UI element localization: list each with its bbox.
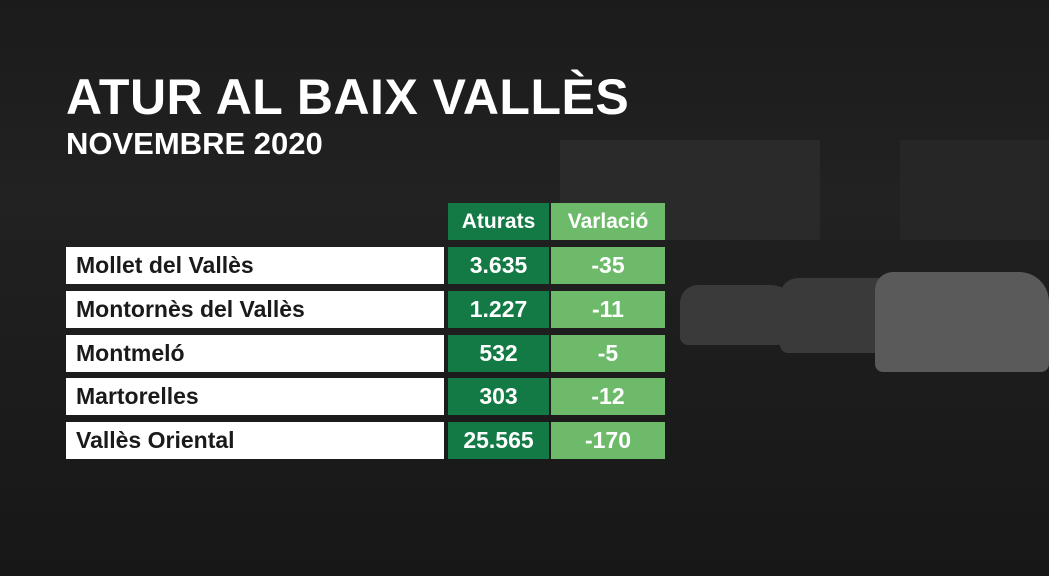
row-aturats: 25.565: [448, 422, 549, 459]
row-variacio: -11: [551, 291, 665, 328]
row-variacio: -5: [551, 335, 665, 372]
row-aturats: 532: [448, 335, 549, 372]
header-variacio: Varlació: [551, 203, 665, 240]
row-variacio: -12: [551, 378, 665, 415]
row-aturats: 1.227: [448, 291, 549, 328]
row-name: Mollet del Vallès: [66, 247, 444, 284]
row-aturats: 3.635: [448, 247, 549, 284]
row-name: Montornès del Vallès: [66, 291, 444, 328]
page-title: ATUR AL BAIX VALLÈS: [66, 69, 630, 125]
header-aturats: Aturats: [448, 203, 549, 240]
row-name: Vallès Oriental: [66, 422, 444, 459]
row-name: Martorelles: [66, 378, 444, 415]
row-aturats: 303: [448, 378, 549, 415]
row-variacio: -35: [551, 247, 665, 284]
row-name: Montmeló: [66, 335, 444, 372]
row-variacio: -170: [551, 422, 665, 459]
page-subtitle: NOVEMBRE 2020: [66, 126, 323, 161]
background-car: [875, 272, 1049, 372]
